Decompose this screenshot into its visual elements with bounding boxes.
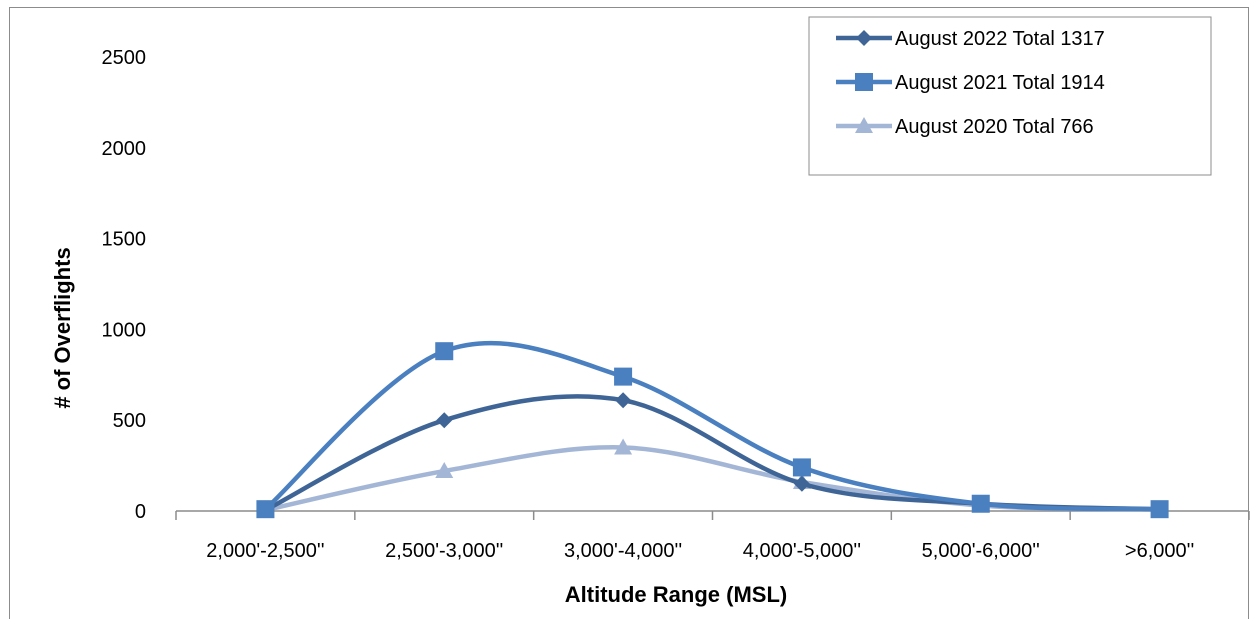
data-point-diamond <box>436 412 453 429</box>
legend-marker <box>855 73 873 91</box>
series-line <box>263 394 1162 513</box>
data-point-square <box>971 494 990 513</box>
series-line <box>263 445 1162 513</box>
x-tick-label: 3,000'-4,000'' <box>564 540 682 562</box>
data-point-triangle <box>435 462 454 479</box>
legend-label: August 2020 Total 766 <box>895 116 1094 138</box>
data-point-diamond <box>615 392 632 409</box>
chart-frame <box>9 7 1249 619</box>
legend-box <box>808 16 1212 176</box>
data-point-square <box>256 500 275 519</box>
series-square <box>256 340 1169 519</box>
legend-marker <box>856 30 872 46</box>
data-point-square <box>435 342 454 361</box>
axes: 0 500 1000 1500 2000 2500 2,000'-2,500'' 2,500'… <box>102 47 1250 562</box>
x-tick-label: 4,000'-5,000'' <box>743 540 861 562</box>
data-point-triangle <box>614 438 633 455</box>
x-tick-label: 5,000'-6,000'' <box>922 540 1040 562</box>
legend: August 2022 Total 1317 August 2021 Total … <box>808 16 1212 176</box>
x-axis-title: Altitude Range (MSL) <box>565 582 787 607</box>
series-line <box>263 340 1162 512</box>
data-point-square <box>792 458 811 477</box>
series-layer <box>256 340 1169 519</box>
y-tick-label: 1000 <box>102 319 147 341</box>
legend-label: August 2021 Total 1914 <box>895 72 1105 94</box>
y-tick-label: 2500 <box>102 47 147 69</box>
data-point-square <box>614 367 633 386</box>
legend-entry: August 2021 Total 1914 <box>836 72 1105 94</box>
legend-marker <box>855 117 873 133</box>
legend-entry: August 2022 Total 1317 <box>836 28 1105 50</box>
data-point-diamond <box>793 475 810 492</box>
y-tick-label: 0 <box>135 501 146 523</box>
x-tick-label: 2,500'-3,000'' <box>385 540 503 562</box>
x-tick-label: >6,000'' <box>1125 540 1194 562</box>
x-tick-label: 2,000'-2,500'' <box>206 540 324 562</box>
legend-label: August 2022 Total 1317 <box>895 28 1105 50</box>
y-tick-label: 500 <box>113 410 146 432</box>
legend-entry: August 2020 Total 766 <box>836 116 1094 138</box>
series-diamond <box>257 392 1168 519</box>
y-axis-title: # of Overflights <box>50 247 75 408</box>
data-point-square <box>1150 500 1169 519</box>
y-tick-label: 1500 <box>102 229 147 251</box>
y-tick-label: 2000 <box>102 138 147 160</box>
